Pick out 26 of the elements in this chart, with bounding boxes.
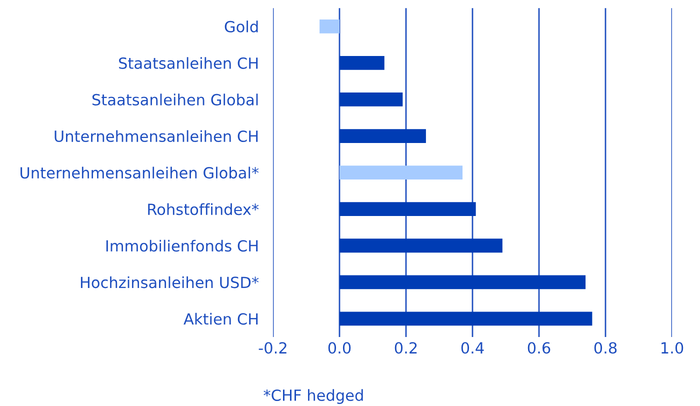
x-tick-label: 0.6 <box>528 342 550 354</box>
bar <box>340 56 384 70</box>
y-tick-label: Aktien CH <box>184 312 258 325</box>
x-tick-label: 1.0 <box>662 342 684 354</box>
y-tick-label: Staatsanleihen CH <box>119 57 258 69</box>
y-tick-label: Gold <box>224 20 258 32</box>
x-tick-label: 0.4 <box>461 342 484 354</box>
x-tick-label: 0.8 <box>594 342 617 354</box>
x-tick-label: -0.2 <box>258 342 286 354</box>
bar <box>340 166 463 180</box>
text: *CHF hedged <box>264 389 363 404</box>
bar <box>340 275 586 290</box>
y-tick-label: Immobilienfonds CH <box>106 240 258 252</box>
x-tick-label: 0.2 <box>394 342 417 354</box>
y-tick-label: Unternehmensanleihen Global* <box>20 166 259 179</box>
bar <box>340 238 502 253</box>
y-tick-label: Unternehmensanleihen CH <box>54 130 258 142</box>
bar <box>340 129 426 143</box>
bar <box>340 312 592 326</box>
bar <box>340 202 476 216</box>
bar <box>340 92 403 106</box>
y-tick-label: Hochzinsanleihen USD* <box>80 276 259 288</box>
bar <box>320 19 340 34</box>
x-tick-label: 0.0 <box>328 342 351 354</box>
y-tick-label: Staatsanleihen Global <box>92 94 258 106</box>
y-tick-label: Rohstoffindex* <box>148 203 259 216</box>
